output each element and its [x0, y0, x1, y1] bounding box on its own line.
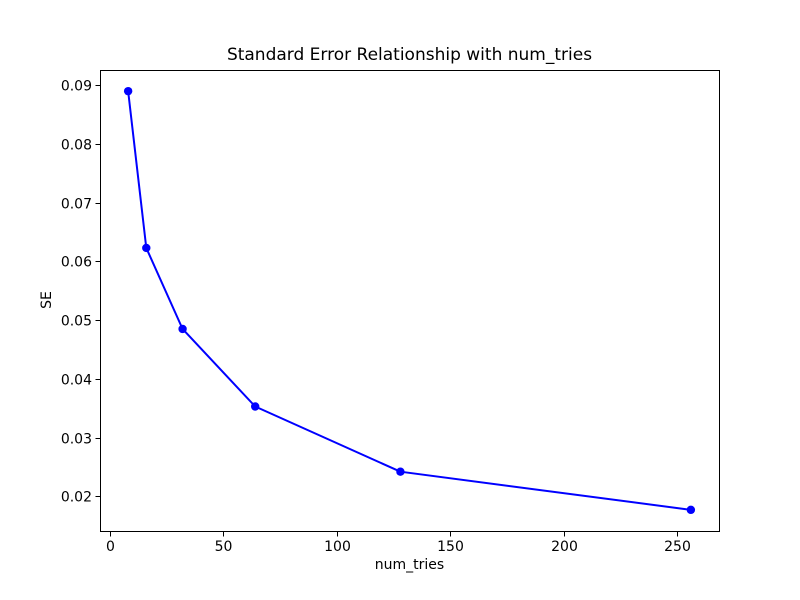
- x-tick-label: 50: [215, 539, 233, 555]
- y-tick-label: 0.04: [61, 373, 92, 389]
- y-tick-label: 0.05: [61, 314, 92, 330]
- data-point: [123, 86, 133, 96]
- axes-spines: [100, 70, 720, 532]
- y-tick-label: 0.06: [61, 255, 92, 271]
- y-tick-label: 0.07: [61, 197, 92, 213]
- y-tick-label: 0.08: [61, 138, 92, 154]
- data-point: [142, 243, 151, 253]
- y-tick-label: 0.09: [61, 79, 92, 95]
- series-line: [127, 90, 692, 511]
- data-point: [251, 402, 260, 411]
- data-point: [396, 467, 405, 476]
- x-tick-label: 150: [437, 539, 464, 555]
- data-point: [686, 505, 696, 515]
- x-tick-label: 250: [664, 539, 691, 555]
- data-point: [178, 324, 187, 334]
- x-axis-label: num_tries: [374, 557, 445, 573]
- y-tick-label: 0.02: [61, 490, 92, 506]
- y-tick-label: 0.03: [61, 432, 92, 448]
- chart-title: Standard Error Relationship with num_tri…: [226, 45, 593, 65]
- x-tick-label: 100: [324, 539, 351, 555]
- x-tick-label: 200: [551, 539, 578, 555]
- x-tick-label: 0: [106, 539, 115, 555]
